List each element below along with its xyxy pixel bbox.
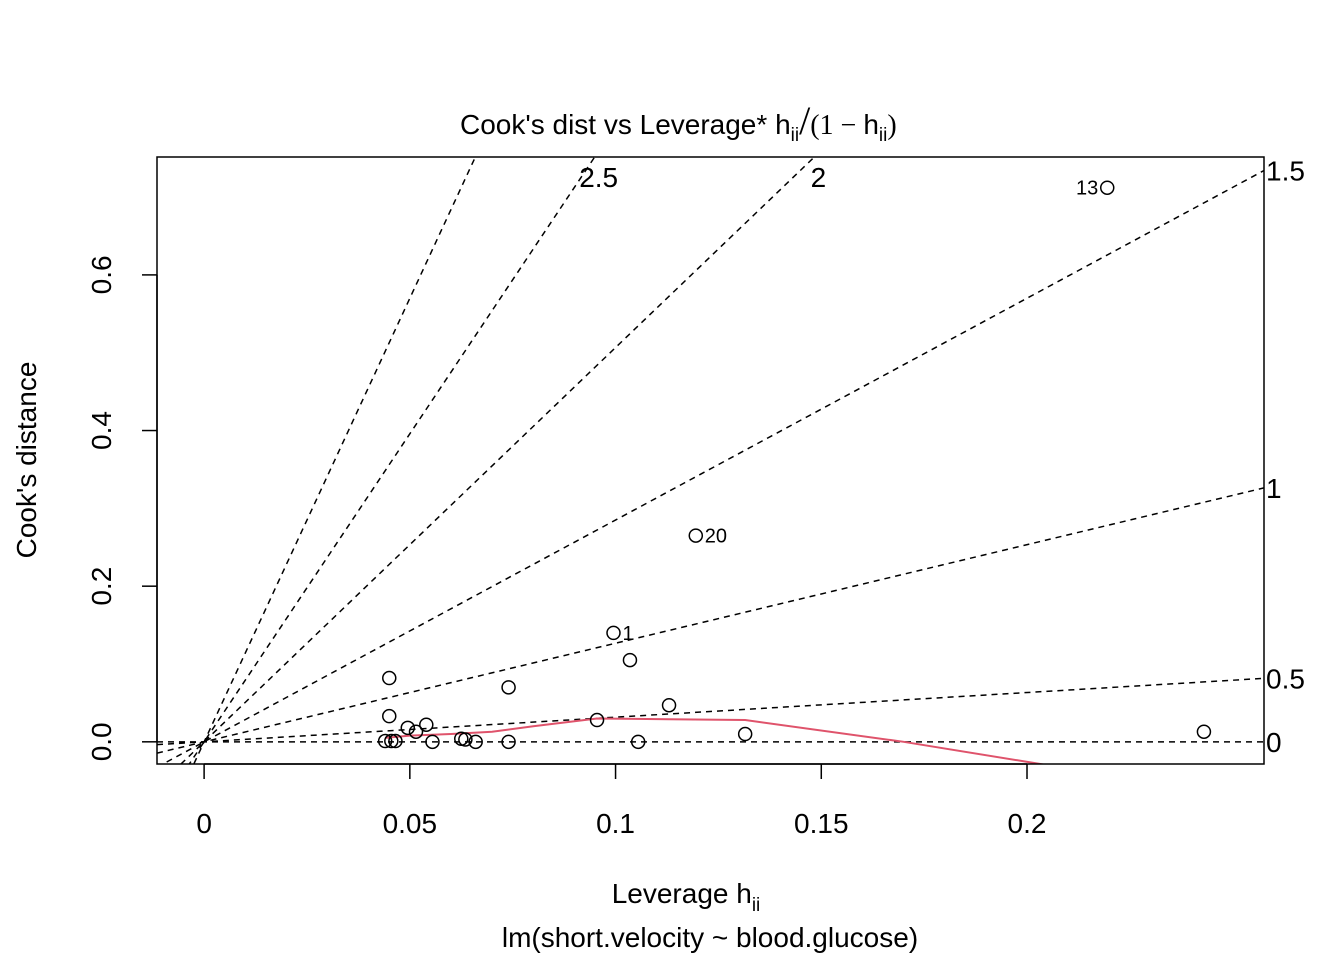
x-axis-symbol: h: [736, 878, 752, 909]
chart-title: Cook's dist vs Leverage* hii/(1 − hii): [460, 98, 897, 146]
contour-label: 0.5: [1266, 663, 1305, 694]
data-point: [501, 734, 516, 750]
x-tick-label: 0.15: [794, 808, 849, 839]
point-label: 1: [623, 623, 634, 645]
point-label: 13: [1076, 178, 1098, 200]
title-slash: /: [799, 98, 811, 143]
x-tick-label: 0.2: [1008, 808, 1047, 839]
title-prefix: Cook's dist vs Leverage*: [460, 109, 767, 140]
contour-line: [188, 157, 596, 764]
title-h2: h: [863, 109, 879, 140]
x-tick-label: 0.05: [383, 808, 438, 839]
data-point: [408, 724, 424, 739]
smooth-line-group: [385, 717, 1047, 764]
data-point: [1196, 724, 1212, 739]
data-point: [688, 528, 704, 543]
y-tick-label: 0.4: [86, 411, 117, 450]
data-point: [384, 733, 399, 749]
x-axis-symbol-sub: ii: [752, 895, 760, 916]
data-point: [1099, 180, 1115, 195]
smooth-line: [385, 717, 1047, 764]
contour-line: [161, 169, 1264, 764]
data-point: [382, 670, 397, 686]
cooks-contour-lines: [157, 157, 1264, 764]
y-axis: 0.0 0.2 0.4 0.6: [86, 255, 158, 761]
data-point: [425, 734, 440, 750]
data-point: [661, 697, 677, 713]
x-tick-label: 0: [196, 808, 212, 839]
data-point: [377, 733, 393, 749]
data-point: [737, 726, 753, 742]
contour-label: 0: [1266, 727, 1282, 758]
contour-label: 1.5: [1266, 155, 1305, 186]
data-point: [388, 733, 403, 749]
plot-frame: [156, 156, 1265, 765]
title-h2-sub: ii: [879, 125, 887, 146]
title-close: ): [887, 110, 896, 141]
contour-line: [179, 157, 816, 764]
title-h-sub: ii: [791, 125, 799, 146]
data-point: [382, 708, 397, 724]
data-point: [501, 680, 516, 695]
point-label: 20: [705, 526, 727, 548]
y-tick-label: 0.6: [86, 255, 117, 294]
data-point: [458, 732, 473, 747]
chart-subtitle: lm(short.velocity ~ blood.glucose): [502, 922, 918, 953]
y-tick-label: 0.0: [86, 722, 117, 761]
title-h: h: [775, 109, 791, 140]
data-point: [468, 734, 483, 750]
data-points: [377, 180, 1212, 750]
data-point: [622, 652, 638, 668]
contour-label: 1: [1266, 473, 1282, 504]
x-axis-label: Leverage hii: [612, 878, 761, 916]
x-axis: 0 0.05 0.1 0.15 0.2: [196, 763, 1047, 839]
contour-label: 2.5: [579, 162, 618, 193]
cooks-contour-labels: 0 0.5 1 1.5 2 2.5: [579, 155, 1305, 757]
data-point: [589, 712, 605, 728]
x-tick-label: 0.1: [596, 808, 635, 839]
data-point: [419, 717, 434, 732]
point-labels: 1 20 13: [623, 178, 1099, 645]
x-axis-label-text: Leverage: [612, 878, 729, 909]
contour-line: [157, 487, 1264, 754]
contour-line: [157, 677, 1264, 746]
title-open: (1 −: [810, 110, 863, 141]
contour-label: 2: [811, 162, 827, 193]
data-point: [606, 625, 621, 641]
data-point: [630, 734, 646, 750]
y-tick-label: 0.2: [86, 567, 117, 606]
data-point: [400, 720, 416, 736]
y-axis-label: Cook's distance: [11, 362, 42, 559]
svg-text:Cook's dist vs Leverage* hii/(: Cook's dist vs Leverage* hii/(1 − hii): [460, 98, 897, 146]
